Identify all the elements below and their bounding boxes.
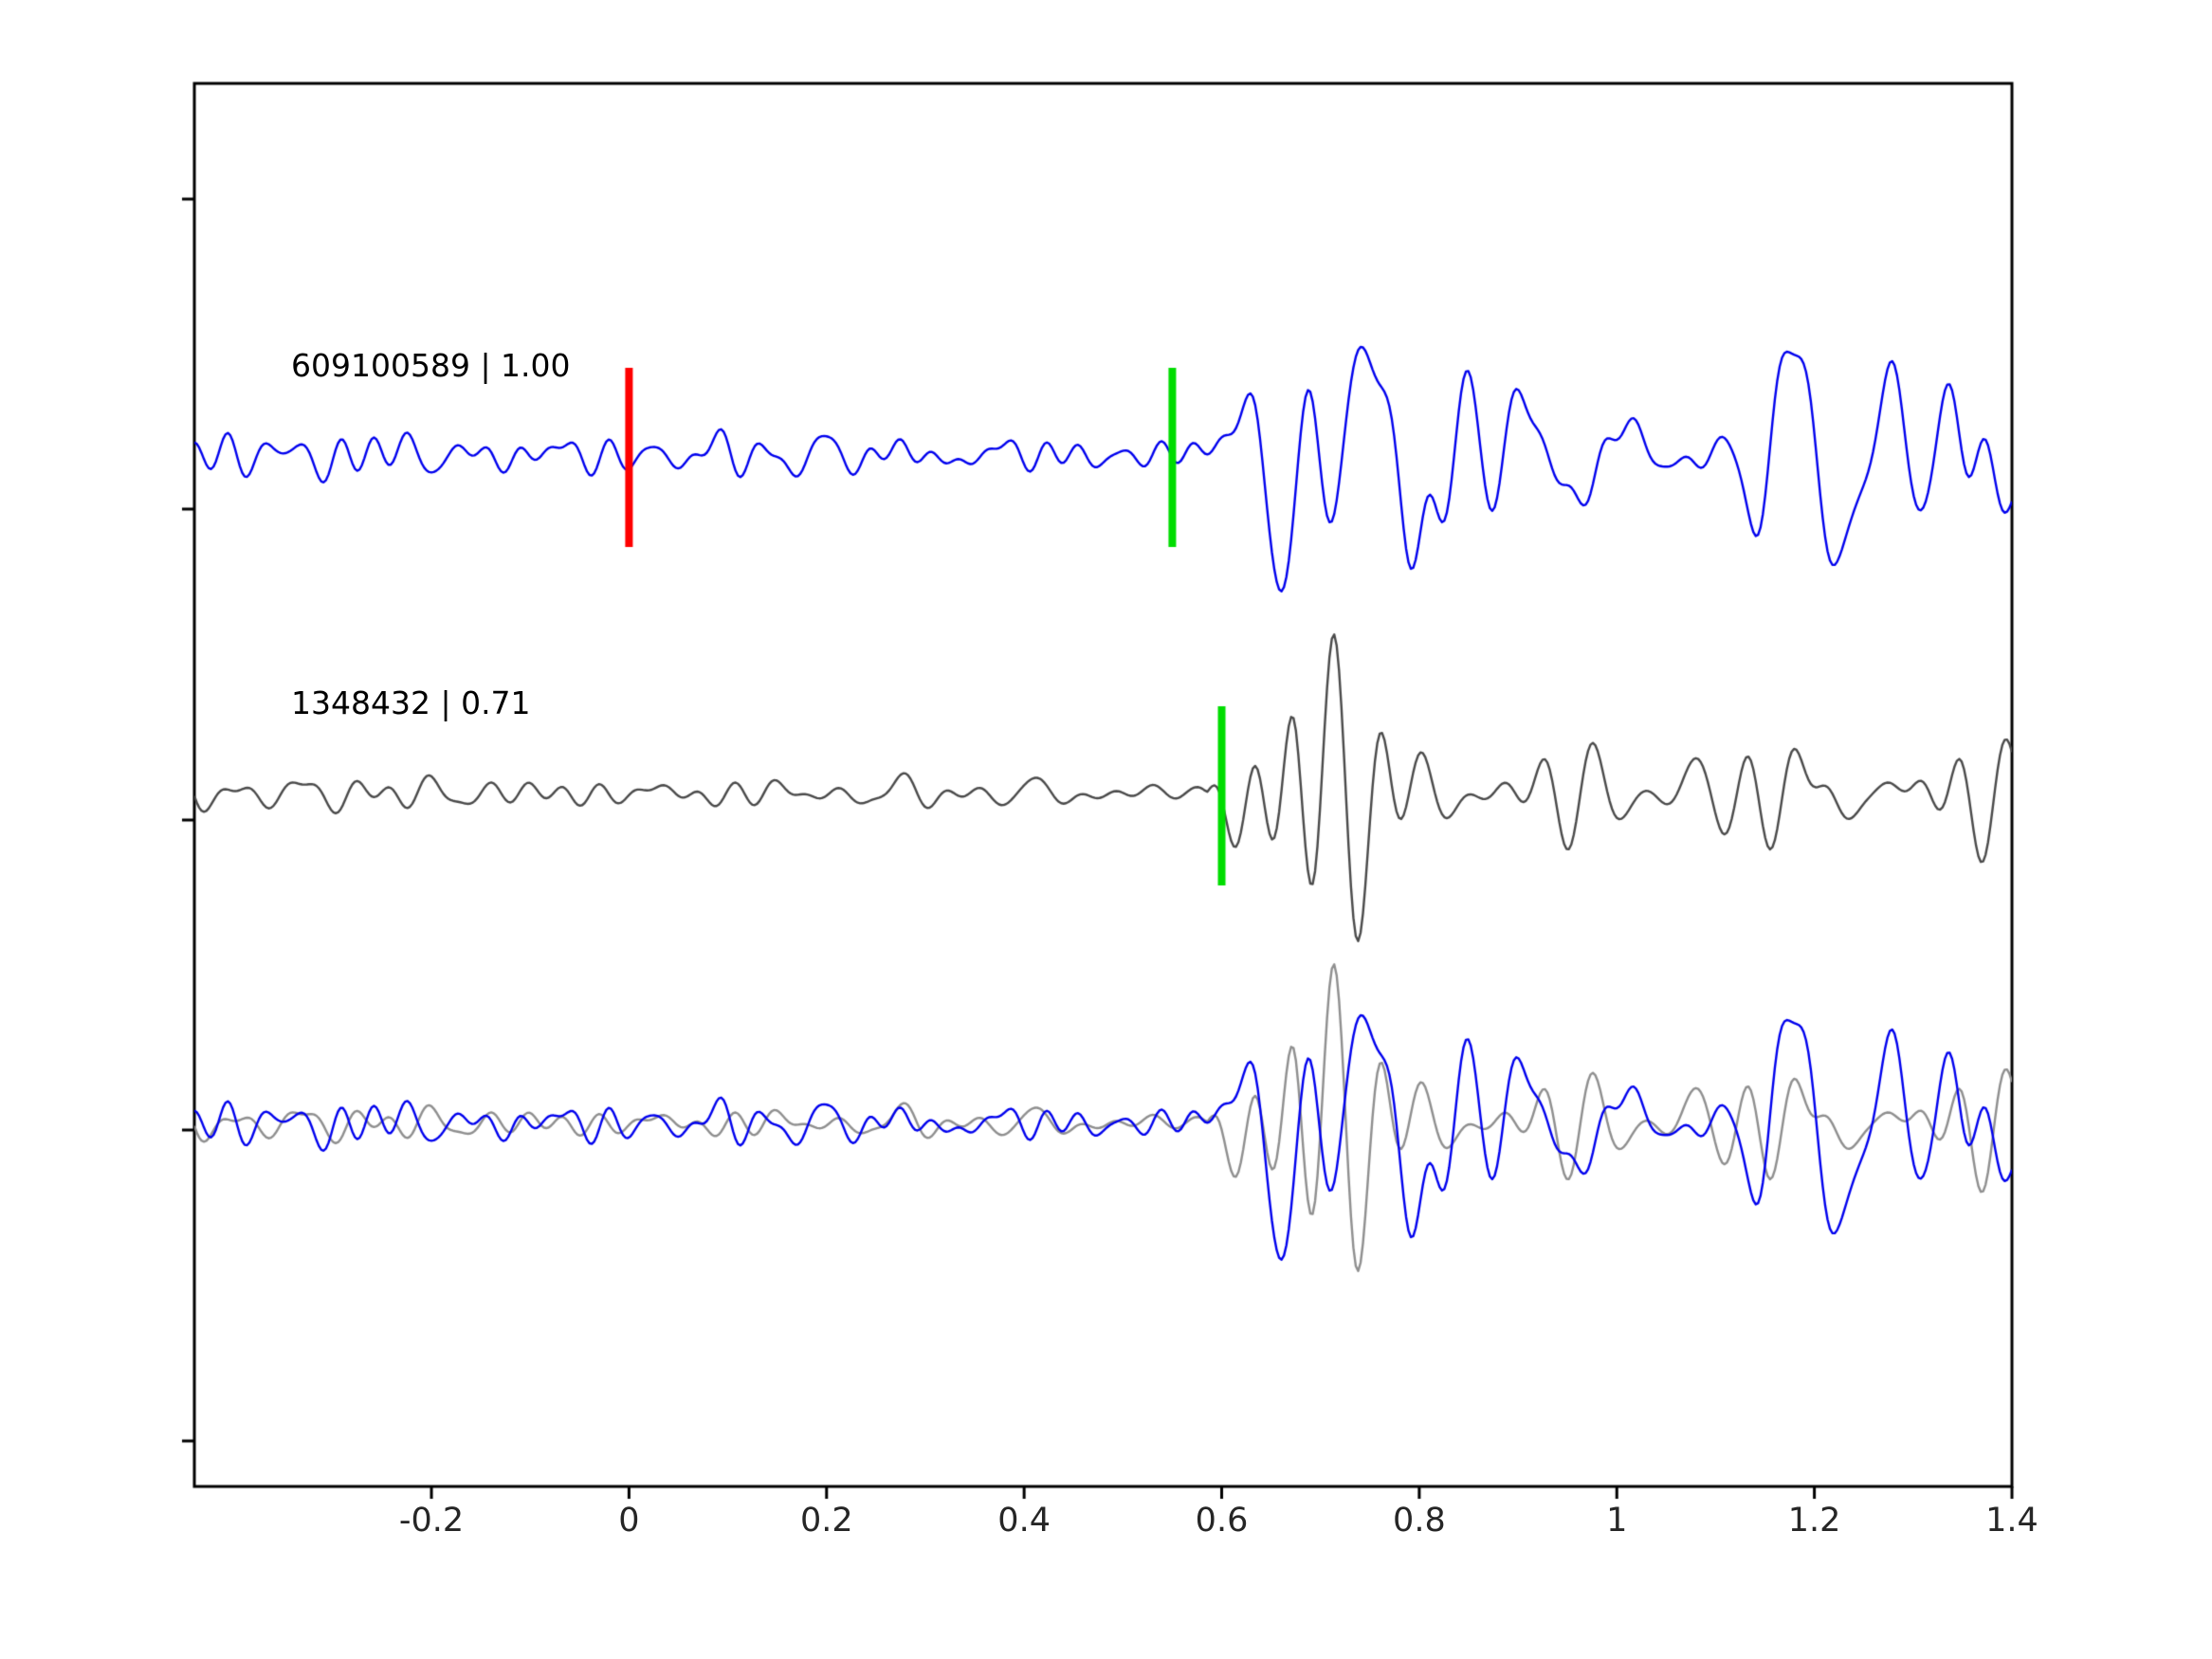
x-tick-label: 0.6 xyxy=(1195,1502,1249,1540)
x-tick-label: -0.2 xyxy=(398,1502,465,1540)
x-tick-label: 0.2 xyxy=(799,1502,853,1540)
trace-label-matched: 1348432 | 0.71 xyxy=(291,684,531,721)
x-tick-label: 0 xyxy=(618,1502,640,1540)
x-tick-label: 1.4 xyxy=(1985,1502,2038,1540)
trace-label-reference: 609100589 | 1.00 xyxy=(291,347,571,384)
x-tick-label: 0.4 xyxy=(997,1502,1051,1540)
x-tick-label: 0.8 xyxy=(1393,1502,1446,1540)
x-tick-label: 1.2 xyxy=(1787,1502,1841,1540)
x-tick-label: 1 xyxy=(1606,1502,1628,1540)
